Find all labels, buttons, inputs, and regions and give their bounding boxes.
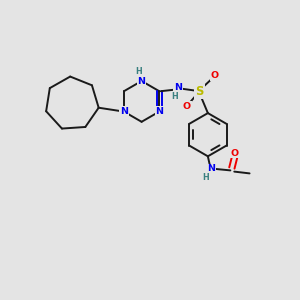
Text: H: H — [172, 92, 178, 101]
Text: N: N — [174, 83, 182, 92]
Text: O: O — [210, 71, 218, 80]
Text: O: O — [231, 148, 239, 158]
Text: N: N — [207, 164, 215, 173]
Text: N: N — [155, 107, 163, 116]
Text: S: S — [195, 85, 204, 98]
Text: N: N — [120, 107, 128, 116]
Text: H: H — [135, 68, 142, 76]
Text: H: H — [202, 173, 209, 182]
Text: O: O — [183, 102, 191, 111]
Text: N: N — [138, 76, 146, 85]
